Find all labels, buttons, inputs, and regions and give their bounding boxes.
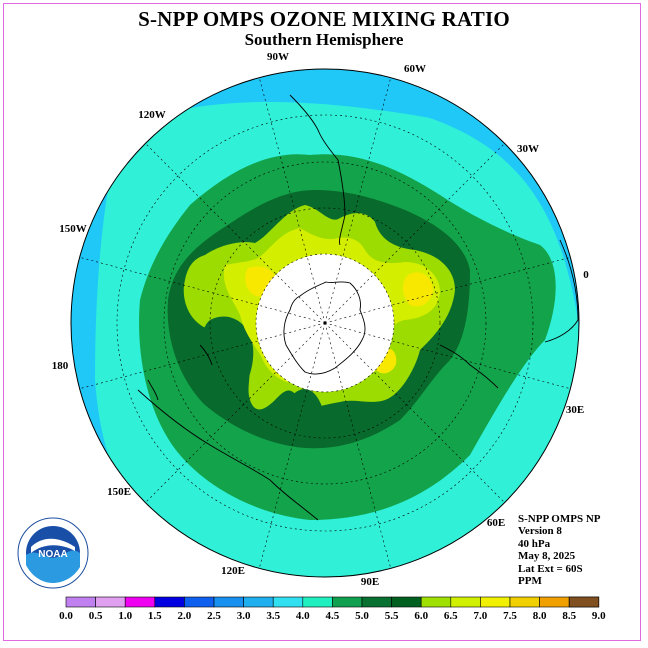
chart-title: S-NPP OMPS OZONE MIXING RATIO bbox=[138, 7, 510, 31]
meridian-line bbox=[258, 322, 326, 569]
antarctica-outline bbox=[283, 281, 366, 375]
longitude-label: 90W bbox=[267, 51, 289, 63]
latitude-circle bbox=[255, 253, 395, 393]
colorbar-tick-label: 7.5 bbox=[503, 610, 517, 622]
colorbar-tick-label: 3.5 bbox=[266, 610, 280, 622]
colorbar-box bbox=[332, 596, 363, 608]
meridian-line bbox=[79, 322, 326, 390]
colorbar-box bbox=[420, 596, 452, 608]
colorbar-tick-label: 1.5 bbox=[148, 610, 162, 622]
region-4p5-pocket bbox=[286, 389, 325, 446]
longitude-label: 90E bbox=[361, 576, 379, 588]
colorbar-tick-label: 4.5 bbox=[326, 610, 340, 622]
region-6p0-peak bbox=[402, 272, 433, 307]
info-units: PPM bbox=[518, 575, 542, 588]
latitude-circle bbox=[116, 114, 534, 532]
longitude-label: 0 bbox=[583, 269, 589, 281]
colorbar-tick-label: 6.0 bbox=[414, 610, 428, 622]
info-version: Version 8 bbox=[518, 525, 562, 538]
graticule bbox=[79, 77, 571, 569]
noaa-logo: NOAA bbox=[17, 517, 89, 589]
colorbar-box bbox=[568, 596, 600, 608]
colorbar-box bbox=[184, 596, 215, 608]
colorbar-box bbox=[272, 596, 304, 608]
meridian-line bbox=[145, 322, 326, 503]
colorbar-box bbox=[95, 596, 126, 608]
longitude-label: 120W bbox=[138, 109, 166, 121]
info-block: S-NPP OMPS NP Version 8 40 hPa May 8, 20… bbox=[518, 513, 601, 587]
info-instrument: S-NPP OMPS NP bbox=[518, 513, 601, 525]
colorbar-tick-label: 8.5 bbox=[562, 610, 576, 622]
chart-subtitle: Southern Hemisphere bbox=[244, 30, 404, 49]
colorbar-tick-label: 8.0 bbox=[533, 610, 547, 622]
longitude-label: 60E bbox=[487, 517, 505, 529]
colorbar-box bbox=[213, 596, 244, 608]
colorbar-tick-label: 5.0 bbox=[355, 610, 369, 622]
colorbar-tick-label: 5.5 bbox=[385, 610, 399, 622]
meridian-line bbox=[258, 77, 326, 324]
colorbar-box bbox=[480, 596, 511, 608]
longitude-label: 60W bbox=[404, 63, 426, 75]
meridian-line bbox=[324, 322, 392, 569]
longitude-label: 120E bbox=[221, 565, 245, 577]
colorbar-tick-label: 3.0 bbox=[237, 610, 251, 622]
africa-outline bbox=[544, 239, 579, 343]
meridian-line bbox=[145, 143, 326, 324]
meridian-line bbox=[324, 322, 571, 390]
longitude-label: 150E bbox=[107, 486, 131, 498]
map-boundary bbox=[70, 68, 580, 578]
longitude-labels: 90W 60W 30W 0 30E 60E 90E 120E 150E 180 150W 120W bbox=[52, 51, 590, 588]
new-zealand-outline bbox=[147, 344, 213, 401]
meridian-line bbox=[324, 256, 571, 324]
meridian-line bbox=[79, 256, 326, 324]
colorbar-tick-label: 0.0 bbox=[59, 610, 73, 622]
australia-outline bbox=[137, 389, 319, 521]
latitude-circle bbox=[209, 207, 441, 439]
colorbar-tick-label: 9.0 bbox=[592, 610, 606, 622]
colorbar-tick-label: 2.0 bbox=[178, 610, 192, 622]
islands-outline bbox=[439, 344, 499, 389]
colorbar-box bbox=[243, 596, 274, 608]
longitude-label: 30W bbox=[517, 143, 539, 155]
info-lat-extent: Lat Ext = 60S bbox=[518, 562, 583, 575]
longitude-label: 150W bbox=[59, 223, 87, 235]
colorbar-box bbox=[302, 596, 333, 608]
colorbar-tick-label: 7.0 bbox=[474, 610, 488, 622]
colorbar-box bbox=[124, 596, 156, 608]
colorbar-box bbox=[154, 596, 185, 608]
south-america-outline bbox=[289, 94, 346, 246]
colorbar-tick-label: 2.5 bbox=[207, 610, 221, 622]
colorbar-box bbox=[65, 596, 96, 608]
colorbar-box bbox=[509, 596, 540, 608]
colorbar-tick-label: 0.5 bbox=[89, 610, 103, 622]
noaa-logo-text: NOAA bbox=[38, 549, 67, 560]
meridian-line bbox=[324, 143, 505, 324]
colorbar-boxes bbox=[65, 596, 600, 608]
meridian-line bbox=[324, 77, 392, 324]
colorbar-tick-label: 1.0 bbox=[118, 610, 132, 622]
longitude-label: 180 bbox=[52, 360, 69, 372]
region-4p5-pocket bbox=[201, 316, 254, 397]
colorbar-box bbox=[539, 596, 570, 608]
longitude-label: 30E bbox=[566, 404, 584, 416]
info-date: May 8, 2025 bbox=[518, 550, 576, 563]
colorbar-ticks: 0.0 0.5 1.0 1.5 2.0 2.5 3.0 3.5 4.0 4.5 5.0 5.5 6.0 6… bbox=[59, 610, 606, 622]
info-pressure: 40 hPa bbox=[518, 537, 551, 550]
colorbar-tick-label: 6.5 bbox=[444, 610, 458, 622]
colorbar-box bbox=[391, 596, 422, 608]
colorbar-box bbox=[361, 596, 392, 608]
meridian-line bbox=[324, 322, 505, 503]
colorbar-box bbox=[450, 596, 481, 608]
latitude-circle bbox=[163, 161, 487, 485]
colorbar-tick-label: 4.0 bbox=[296, 610, 310, 622]
